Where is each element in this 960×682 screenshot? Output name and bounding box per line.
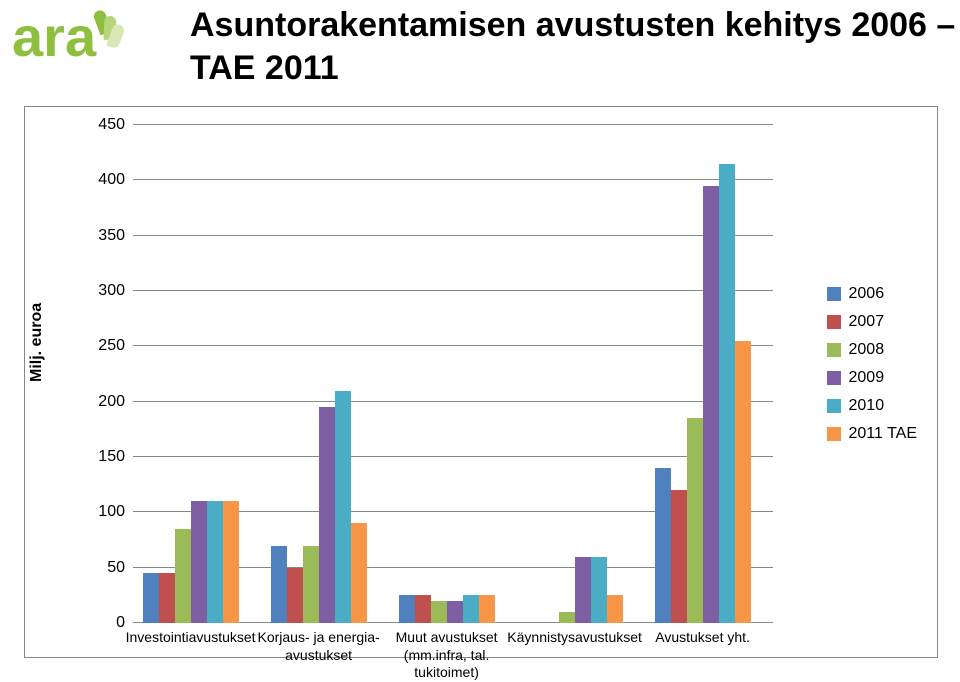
bar [559,612,575,623]
legend-swatch [827,371,841,385]
bar-group [271,391,367,623]
bar [655,468,671,623]
bar [191,501,207,623]
legend-label: 2008 [849,341,885,359]
legend-swatch [827,287,841,301]
legend-label: 2011 TAE [849,425,918,443]
bar [719,164,735,623]
y-tick-label: 400 [98,171,125,189]
legend-label: 2007 [849,313,885,331]
x-tick-label: Muut avustukset(mm.infra, tal.tukitoimet… [377,629,517,682]
x-tick-label: Korjaus- ja energia-avustukset [249,629,389,664]
x-tick-label: Avustukset yht. [633,629,773,647]
logo-leaves [94,6,122,62]
legend-item: 2011 TAE [827,425,918,443]
bar-group [527,557,623,623]
y-tick-label: 50 [107,559,125,577]
bar [415,595,431,623]
bar [687,418,703,623]
bar [447,601,463,623]
y-tick-label: 200 [98,393,125,411]
bar [287,568,303,623]
y-tick-label: 450 [98,116,125,134]
bar [207,501,223,623]
legend-label: 2006 [849,285,885,303]
chart-title: Asuntorakentamisen avustusten kehitys 20… [190,4,960,89]
bar [703,186,719,623]
ara-logo: ara [12,6,122,62]
legend-item: 2008 [827,341,918,359]
logo-text: ara [12,12,96,62]
bar-group [655,164,751,623]
bar [591,557,607,623]
grid-line [133,124,773,125]
legend-item: 2006 [827,285,918,303]
legend-swatch [827,399,841,413]
bar-group [143,501,239,623]
bar [607,595,623,623]
y-tick-label: 150 [98,448,125,466]
chart-frame: Milj. euroa 050100150200250300350400450 … [24,106,938,658]
legend-swatch [827,427,841,441]
bar [431,601,447,623]
legend-item: 2007 [827,313,918,331]
x-tick-label: Käynnistysavustukset [505,629,645,647]
bar [335,391,351,623]
bar [303,546,319,623]
bar [735,341,751,623]
bar [671,490,687,623]
y-tick-label: 350 [98,227,125,245]
bar [351,523,367,623]
bar [319,407,335,623]
legend: 2006 2007 2008 2009 2010 2011 TAE [827,285,918,453]
legend-item: 2010 [827,397,918,415]
legend-swatch [827,315,841,329]
legend-swatch [827,343,841,357]
bar [463,595,479,623]
x-tick-label: Investointiavustukset [121,629,261,647]
bar [143,573,159,623]
y-tick-label: 300 [98,282,125,300]
bar [479,595,495,623]
y-axis-title: Milj. euroa [28,303,46,382]
y-tick-label: 250 [98,337,125,355]
bar [159,573,175,623]
legend-item: 2009 [827,369,918,387]
legend-label: 2010 [849,397,885,415]
y-tick-label: 100 [98,503,125,521]
bar [575,557,591,623]
plot-area [133,125,773,623]
legend-label: 2009 [849,369,885,387]
y-axis-labels: 050100150200250300350400450 [69,125,129,623]
bar [399,595,415,623]
bar [175,529,191,623]
bar [271,546,287,623]
bar-group [399,595,495,623]
bar [223,501,239,623]
